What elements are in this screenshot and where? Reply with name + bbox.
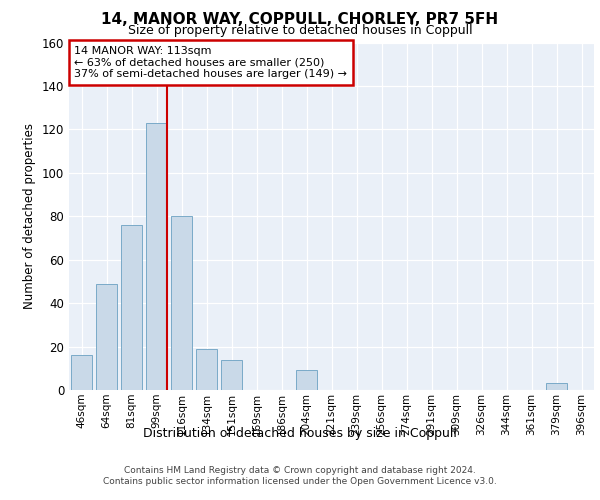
Bar bbox=[546, 384, 567, 390]
Bar bbox=[121, 225, 142, 390]
Text: 14, MANOR WAY, COPPULL, CHORLEY, PR7 5FH: 14, MANOR WAY, COPPULL, CHORLEY, PR7 5FH bbox=[101, 12, 499, 28]
Bar bbox=[96, 284, 117, 390]
Bar bbox=[71, 355, 92, 390]
Bar bbox=[196, 348, 217, 390]
Text: Distribution of detached houses by size in Coppull: Distribution of detached houses by size … bbox=[143, 428, 457, 440]
Bar bbox=[221, 360, 242, 390]
Text: Size of property relative to detached houses in Coppull: Size of property relative to detached ho… bbox=[128, 24, 472, 37]
Bar bbox=[296, 370, 317, 390]
Text: Contains public sector information licensed under the Open Government Licence v3: Contains public sector information licen… bbox=[103, 478, 497, 486]
Text: Contains HM Land Registry data © Crown copyright and database right 2024.: Contains HM Land Registry data © Crown c… bbox=[124, 466, 476, 475]
Bar bbox=[146, 123, 167, 390]
Text: 14 MANOR WAY: 113sqm
← 63% of detached houses are smaller (250)
37% of semi-deta: 14 MANOR WAY: 113sqm ← 63% of detached h… bbox=[74, 46, 347, 79]
Y-axis label: Number of detached properties: Number of detached properties bbox=[23, 123, 36, 309]
Bar bbox=[171, 216, 192, 390]
